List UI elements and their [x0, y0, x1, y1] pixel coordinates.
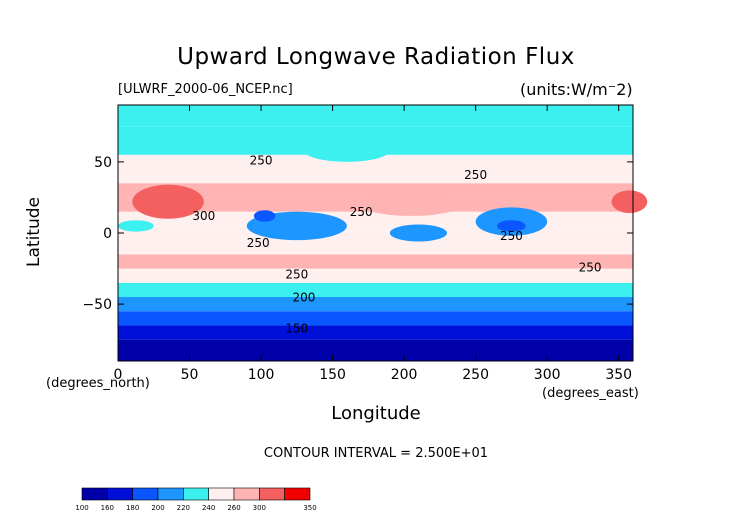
x-tick-label: 150	[319, 367, 346, 383]
heatmap-feature	[611, 190, 648, 214]
contour-label: 150	[285, 322, 308, 336]
heatmap-band	[118, 268, 633, 283]
colorbar-label: 220	[177, 504, 190, 512]
contour-label: 250	[350, 205, 373, 219]
y-tick-label: 50	[94, 155, 112, 171]
contour-interval-label: CONTOUR INTERVAL = 2.500E+01	[263, 446, 489, 461]
colorbar-label: 200	[151, 504, 164, 512]
heatmap-features	[118, 139, 648, 246]
heatmap-feature	[497, 220, 526, 232]
heatmap-feature	[253, 210, 276, 222]
colorbar-label: 350	[303, 504, 316, 512]
heatmap-feature	[146, 234, 233, 246]
heatmap-band	[118, 183, 633, 198]
heatmap-band	[118, 254, 633, 269]
contour-label: 250	[500, 229, 523, 243]
x-tick-label: 350	[605, 367, 632, 383]
chart-title: Upward Longwave Radiation Flux	[177, 44, 575, 70]
colorbar-label: 240	[202, 504, 215, 512]
heatmap-band	[118, 154, 633, 169]
heatmap-feature	[132, 184, 204, 219]
heatmap-band	[118, 105, 633, 127]
heatmap-feature	[389, 224, 448, 242]
contour-labels: 250 250 250 300 250 250 250 250 200 150	[192, 154, 601, 336]
heatmap-band	[118, 126, 633, 141]
heatmap-feature	[303, 139, 390, 162]
heatmap-band	[118, 240, 633, 255]
colorbar-label: 180	[126, 504, 139, 512]
contour-label: 300	[192, 209, 215, 223]
contour-label: 250	[250, 154, 273, 168]
x-tick-label: 250	[462, 367, 489, 383]
heatmap-feature	[361, 193, 462, 216]
colorbar-label: 160	[101, 504, 114, 512]
contour-label: 250	[247, 236, 270, 250]
colorbar-swatch	[259, 487, 285, 501]
colorbar-label: 100	[75, 504, 88, 512]
colorbar-swatch	[233, 487, 260, 501]
x-tick-label: 100	[248, 367, 275, 383]
axis-ticks: 0 50 100 150 200 250 300 350 −50 0 50	[82, 105, 633, 383]
x-axis-label: Longitude	[331, 403, 421, 424]
colorbar-swatch	[107, 487, 133, 501]
x-tick-label: 200	[391, 367, 418, 383]
y-axis-units: (degrees_north)	[46, 376, 150, 391]
x-tick-label: 50	[181, 367, 199, 383]
y-tick-label: −50	[82, 297, 112, 313]
colorbar-swatch	[157, 487, 184, 501]
contour-label: 200	[293, 290, 316, 304]
file-label: [ULWRF_2000-06_NCEP.nc]	[118, 82, 293, 97]
colorbar-label: 260	[227, 504, 240, 512]
heatmap-band	[118, 339, 633, 361]
heatmap-band	[118, 297, 633, 312]
colorbar-swatch	[132, 487, 159, 501]
units-label: (units:W/m⁻2)	[520, 80, 633, 99]
contour-label: 250	[285, 268, 308, 282]
contour-label: 250	[579, 260, 602, 274]
heatmap-band	[118, 311, 633, 326]
contour-label: 250	[464, 168, 487, 182]
y-tick-label: 0	[103, 226, 112, 242]
colorbar-swatch	[208, 487, 235, 501]
heatmap-band	[118, 282, 633, 297]
colorbar-swatch	[81, 487, 108, 501]
x-axis-units: (degrees_east)	[542, 386, 639, 401]
heatmap-feature	[118, 220, 154, 232]
heatmap-band	[118, 325, 633, 340]
colorbar-label: 300	[253, 504, 266, 512]
colorbar: 100 160 180 200 220 240 260 300 350	[75, 487, 317, 512]
heatmap-band	[118, 169, 633, 184]
colorbar-swatch	[183, 487, 209, 501]
x-tick-label: 300	[534, 367, 561, 383]
x-tick-label: 0	[114, 367, 123, 383]
colorbar-swatch	[284, 487, 311, 501]
